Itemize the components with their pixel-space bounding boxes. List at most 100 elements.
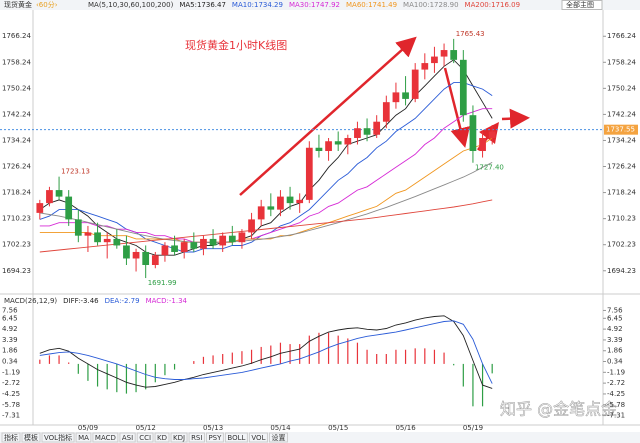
tab[interactable]: 设置 xyxy=(271,433,285,442)
tab[interactable]: MA xyxy=(78,434,89,442)
candle-body xyxy=(209,238,217,246)
tab-box[interactable] xyxy=(188,432,205,443)
y-tick-label: 1742.24 xyxy=(607,110,636,118)
legend-entry: MA10:1734.29 xyxy=(232,1,283,9)
tab[interactable]: VOL指标 xyxy=(44,433,72,442)
candle-body xyxy=(84,232,92,236)
y-tick-label: -1.19 xyxy=(607,368,625,376)
macd-bar xyxy=(491,363,493,374)
period[interactable]: ‹60分› xyxy=(36,0,58,9)
tab-box[interactable] xyxy=(268,432,288,443)
macd-bar xyxy=(202,356,205,364)
macd-bar xyxy=(414,348,416,364)
candle-body xyxy=(238,232,246,243)
macd-bar xyxy=(318,332,320,364)
trend-arrow xyxy=(239,36,417,196)
price-annotation: 1765.43 xyxy=(456,30,485,38)
legend-entry: MA(5,10,30,60,100,200) xyxy=(88,1,174,9)
macd-bar xyxy=(39,359,41,364)
y-tick-label: 1758.24 xyxy=(607,58,636,66)
candle-body xyxy=(440,50,448,57)
candle-body xyxy=(65,196,73,220)
candle-body xyxy=(325,141,332,152)
tab-bar xyxy=(0,432,640,443)
macd-bar xyxy=(173,363,176,370)
macd-bar xyxy=(145,363,147,390)
candle-body xyxy=(277,196,284,210)
candle-body xyxy=(103,238,111,243)
y-tick-label: 1726.24 xyxy=(607,163,636,171)
macd-bar xyxy=(77,363,79,374)
y-tick-label: 1758.24 xyxy=(2,58,31,66)
legend-entry: MA100:1728.90 xyxy=(403,1,459,9)
tab-box[interactable] xyxy=(170,432,188,443)
y-tick-label: 3.39 xyxy=(2,336,18,344)
price-annotation: 1691.99 xyxy=(148,279,177,287)
tab[interactable]: KD xyxy=(157,434,167,442)
candle-body xyxy=(142,251,150,265)
menu[interactable]: 全部主图 xyxy=(566,0,594,9)
tab[interactable]: KDJ xyxy=(173,434,185,442)
y-tick-label: 0.34 xyxy=(607,357,623,365)
x-tick-label: 05/12 xyxy=(136,424,156,432)
candle-body xyxy=(344,137,352,145)
tab-box[interactable] xyxy=(248,432,268,443)
y-tick-label: 4.92 xyxy=(2,325,18,333)
tab[interactable]: RSI xyxy=(191,434,202,442)
tab-box[interactable] xyxy=(92,432,119,443)
tab-box[interactable] xyxy=(154,432,170,443)
macd-bar xyxy=(87,363,89,381)
tab-box[interactable] xyxy=(41,432,75,443)
tab[interactable]: CCI xyxy=(139,434,151,442)
y-tick-label: 1.86 xyxy=(2,347,18,355)
y-tick-label: 1742.24 xyxy=(2,110,31,118)
menu-box[interactable] xyxy=(561,0,603,10)
tab[interactable]: VOL xyxy=(251,434,265,442)
trend-arrow xyxy=(501,108,530,129)
y-tick-label: 1702.23 xyxy=(607,241,636,249)
candle-body xyxy=(373,121,381,135)
macd-bar xyxy=(433,349,436,364)
candle-body xyxy=(132,251,140,259)
candle-body xyxy=(36,203,44,213)
macd-bar xyxy=(308,335,310,364)
tab[interactable]: MACD xyxy=(95,434,116,442)
y-tick-label: 4.92 xyxy=(607,325,623,333)
y-tick-label: 1726.24 xyxy=(2,163,31,171)
macd-bar xyxy=(260,346,262,364)
macd-bar xyxy=(250,349,253,364)
tab[interactable]: 模板 xyxy=(24,433,38,442)
tab-box[interactable] xyxy=(136,432,154,443)
y-tick-label: -2.72 xyxy=(607,379,625,387)
tab[interactable]: 指标 xyxy=(4,433,18,442)
y-tick-label: 1734.24 xyxy=(2,136,31,144)
candle-body xyxy=(248,219,255,233)
tab-box[interactable] xyxy=(224,432,248,443)
trend-arrow xyxy=(443,67,471,148)
candle-body xyxy=(354,128,361,138)
candle-body xyxy=(74,219,82,236)
macd-bar xyxy=(135,363,137,393)
tab-box[interactable] xyxy=(205,432,224,443)
macd-bar xyxy=(443,352,445,364)
candle-body xyxy=(402,92,409,99)
y-tick-label: 1750.24 xyxy=(607,84,636,92)
tab-box[interactable] xyxy=(75,432,92,443)
macd-bar xyxy=(270,345,272,364)
macd-bar xyxy=(356,342,359,364)
tab[interactable]: BOLL xyxy=(227,434,245,442)
macd-bar xyxy=(347,338,349,364)
y-tick-label: -4.25 xyxy=(607,390,625,398)
candle-body xyxy=(113,238,121,246)
candle-body xyxy=(123,245,130,259)
tab-box[interactable] xyxy=(119,432,136,443)
y-tick-label: 1718.24 xyxy=(2,189,31,197)
tab[interactable]: ASI xyxy=(122,434,133,442)
y-tick-label: 1710.23 xyxy=(2,215,31,223)
watermark: 知乎 @金笔点金 xyxy=(500,400,617,419)
tab-box[interactable] xyxy=(1,432,21,443)
ma-line xyxy=(39,315,493,389)
tab-box[interactable] xyxy=(21,432,41,443)
tab[interactable]: PSY xyxy=(208,434,222,442)
y-tick-label: 1.86 xyxy=(607,347,623,355)
